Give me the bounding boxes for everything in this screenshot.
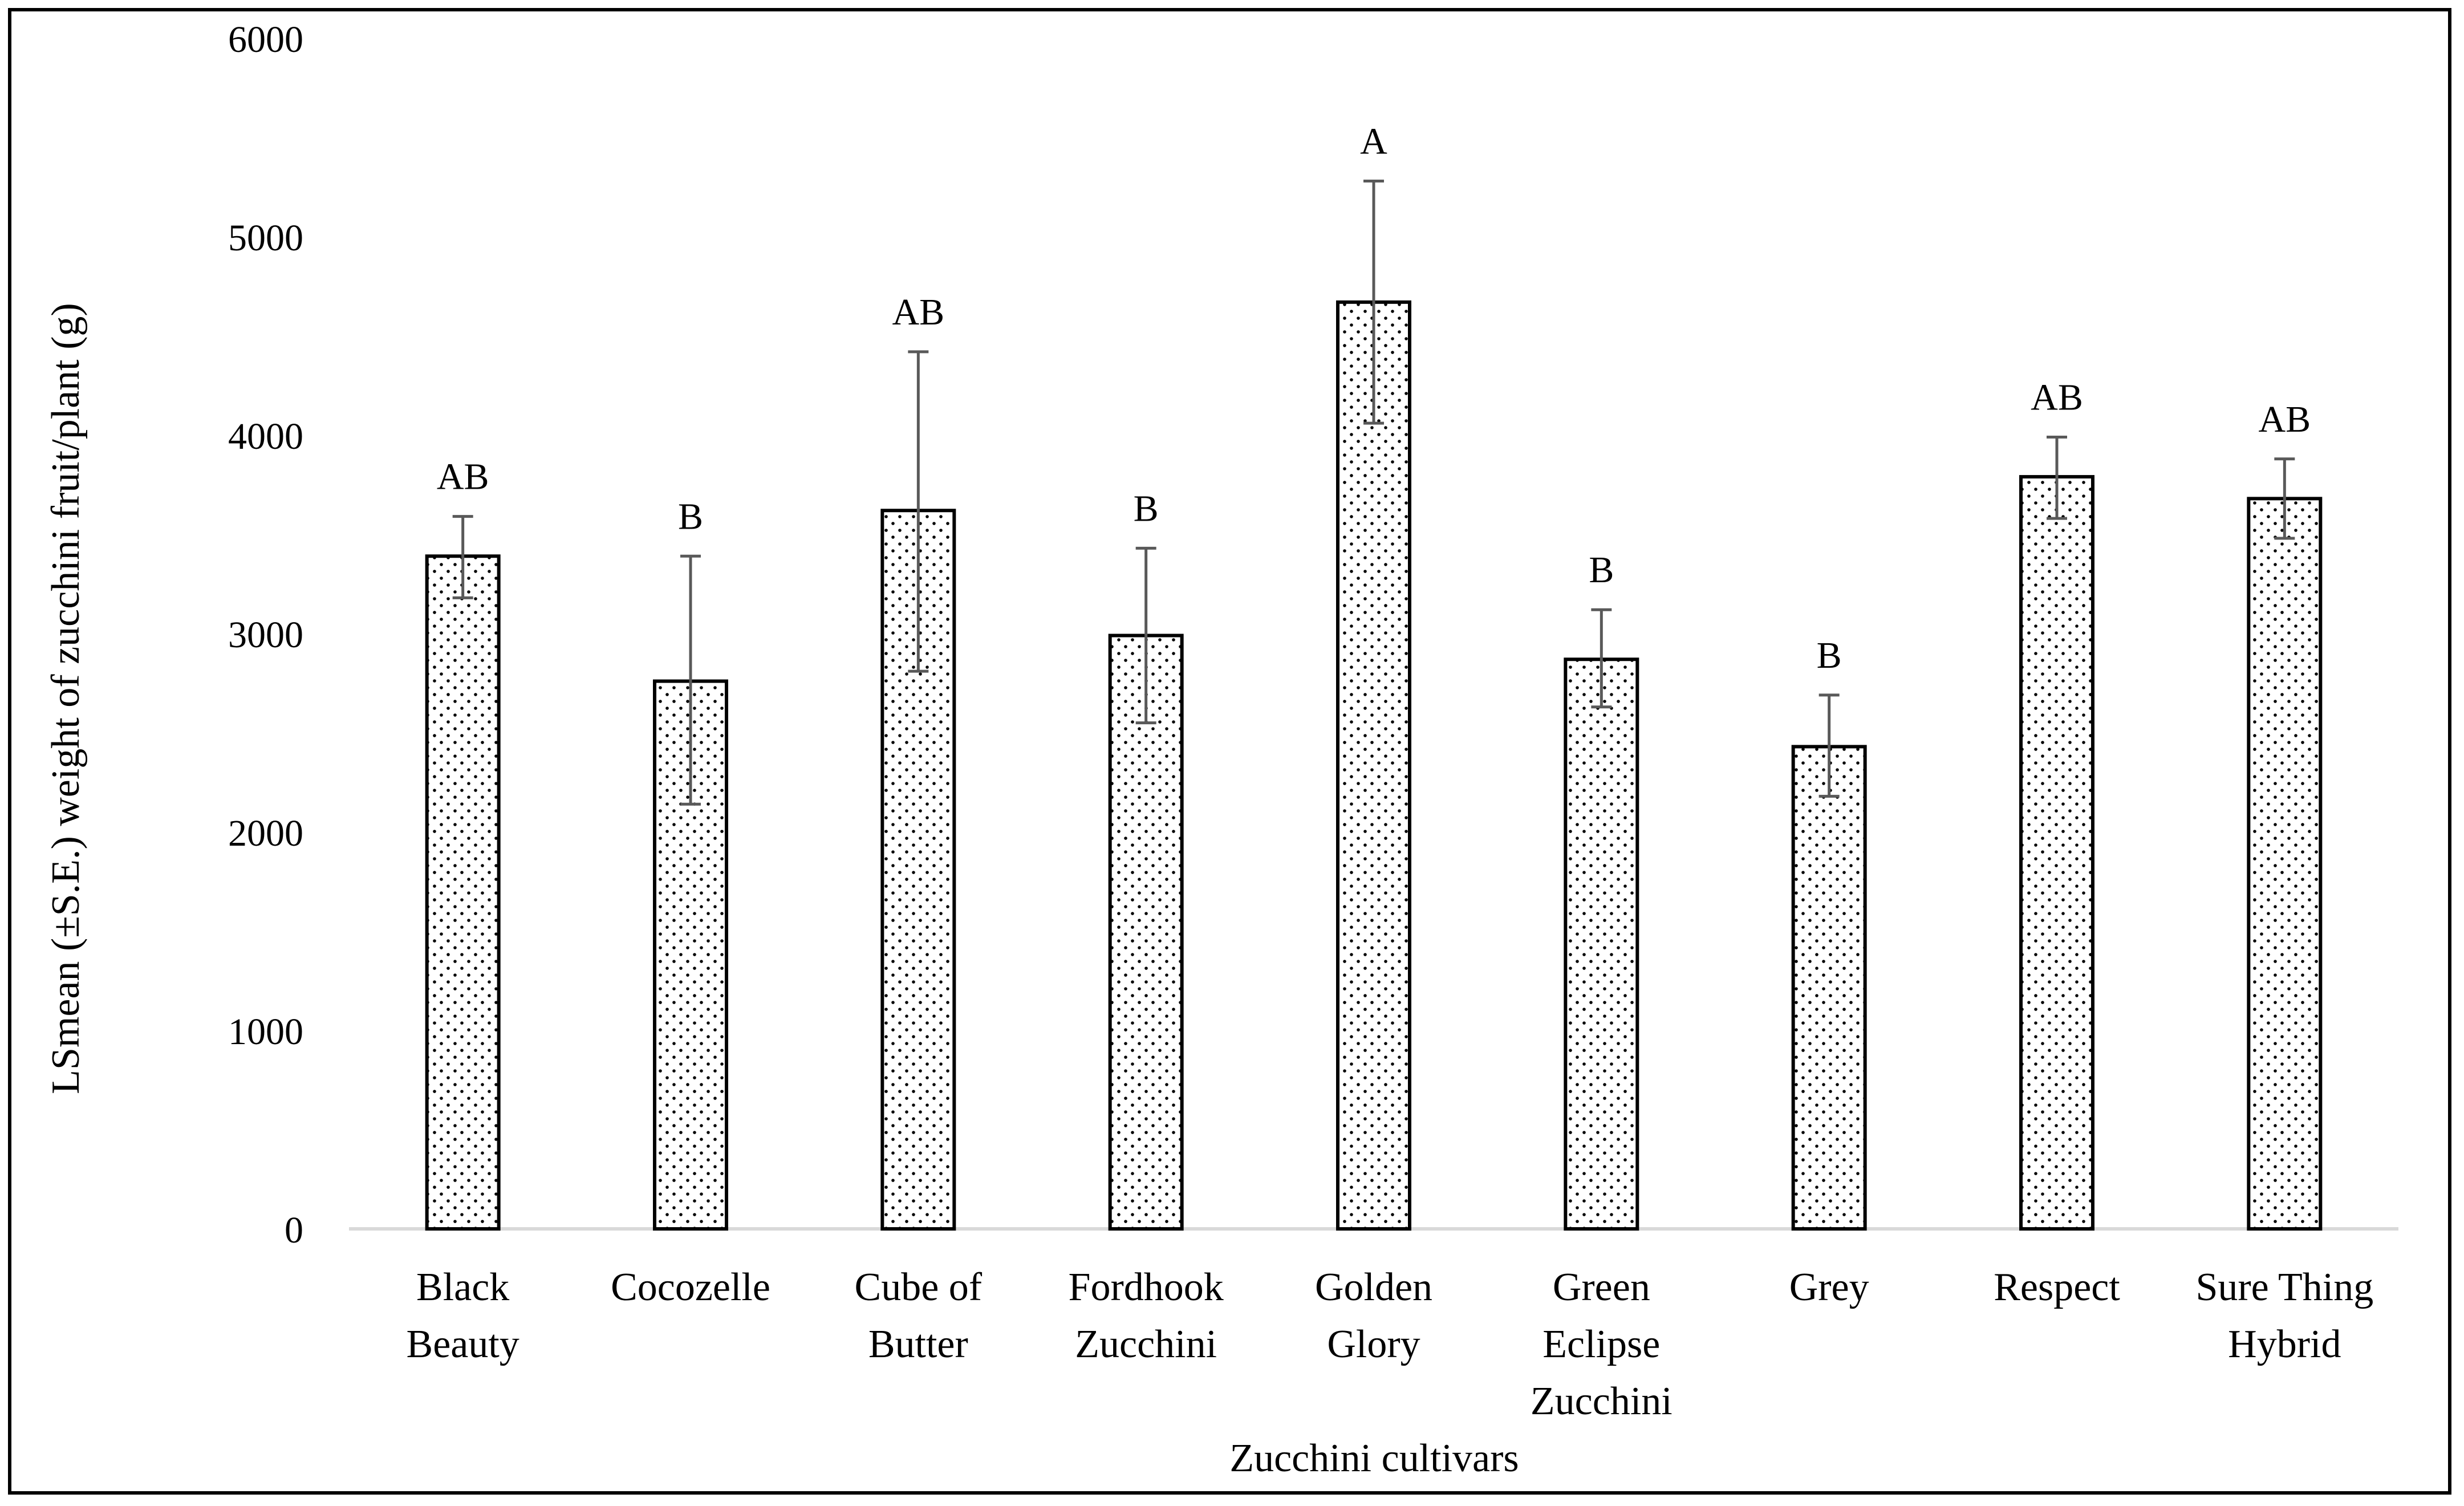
bar [1336, 300, 1411, 1231]
significance-letter: A [1360, 121, 1387, 163]
bar [1108, 634, 1184, 1231]
significance-letter: AB [892, 291, 944, 333]
x-tick-label: Grey [1789, 1265, 1869, 1309]
bar [425, 554, 501, 1231]
significance-letter: AB [2031, 376, 2083, 418]
significance-letter: B [1589, 549, 1614, 591]
x-tick-label: Cocozelle [611, 1265, 770, 1309]
y-tick-label: 3000 [228, 614, 303, 656]
x-tick-label: Cube of Butter [855, 1265, 983, 1366]
x-axis-title: Zucchini cultivars [1229, 1436, 1519, 1480]
y-axis-title: LSmean (±S.E.) weight of zucchini fruit/… [44, 303, 88, 1094]
x-tick-label: Green Eclipse Zucchini [1531, 1265, 1673, 1423]
y-tick-label: 6000 [228, 19, 303, 60]
y-tick-label: 0 [285, 1209, 303, 1251]
significance-letter: B [678, 496, 703, 537]
y-tick-label: 4000 [228, 416, 303, 457]
bar [1791, 745, 1867, 1231]
significance-letter: AB [2258, 399, 2311, 440]
y-tick-label: 1000 [228, 1011, 303, 1053]
x-tick-label: Respect [1994, 1265, 2120, 1309]
bar [2247, 497, 2323, 1231]
significance-letter: B [1134, 488, 1159, 529]
x-tick-label: Fordhook Zucchini [1069, 1265, 1224, 1366]
bar [1564, 657, 1639, 1231]
x-tick-label: Golden Glory [1315, 1265, 1432, 1366]
bar [2019, 475, 2094, 1231]
x-tick-label: Black Beauty [407, 1265, 519, 1366]
y-tick-label: 5000 [228, 217, 303, 259]
y-tick-label: 2000 [228, 813, 303, 854]
significance-letter: AB [437, 456, 489, 498]
x-tick-label: Sure Thing Hybrid [2195, 1265, 2373, 1366]
significance-letter: B [1817, 635, 1842, 676]
